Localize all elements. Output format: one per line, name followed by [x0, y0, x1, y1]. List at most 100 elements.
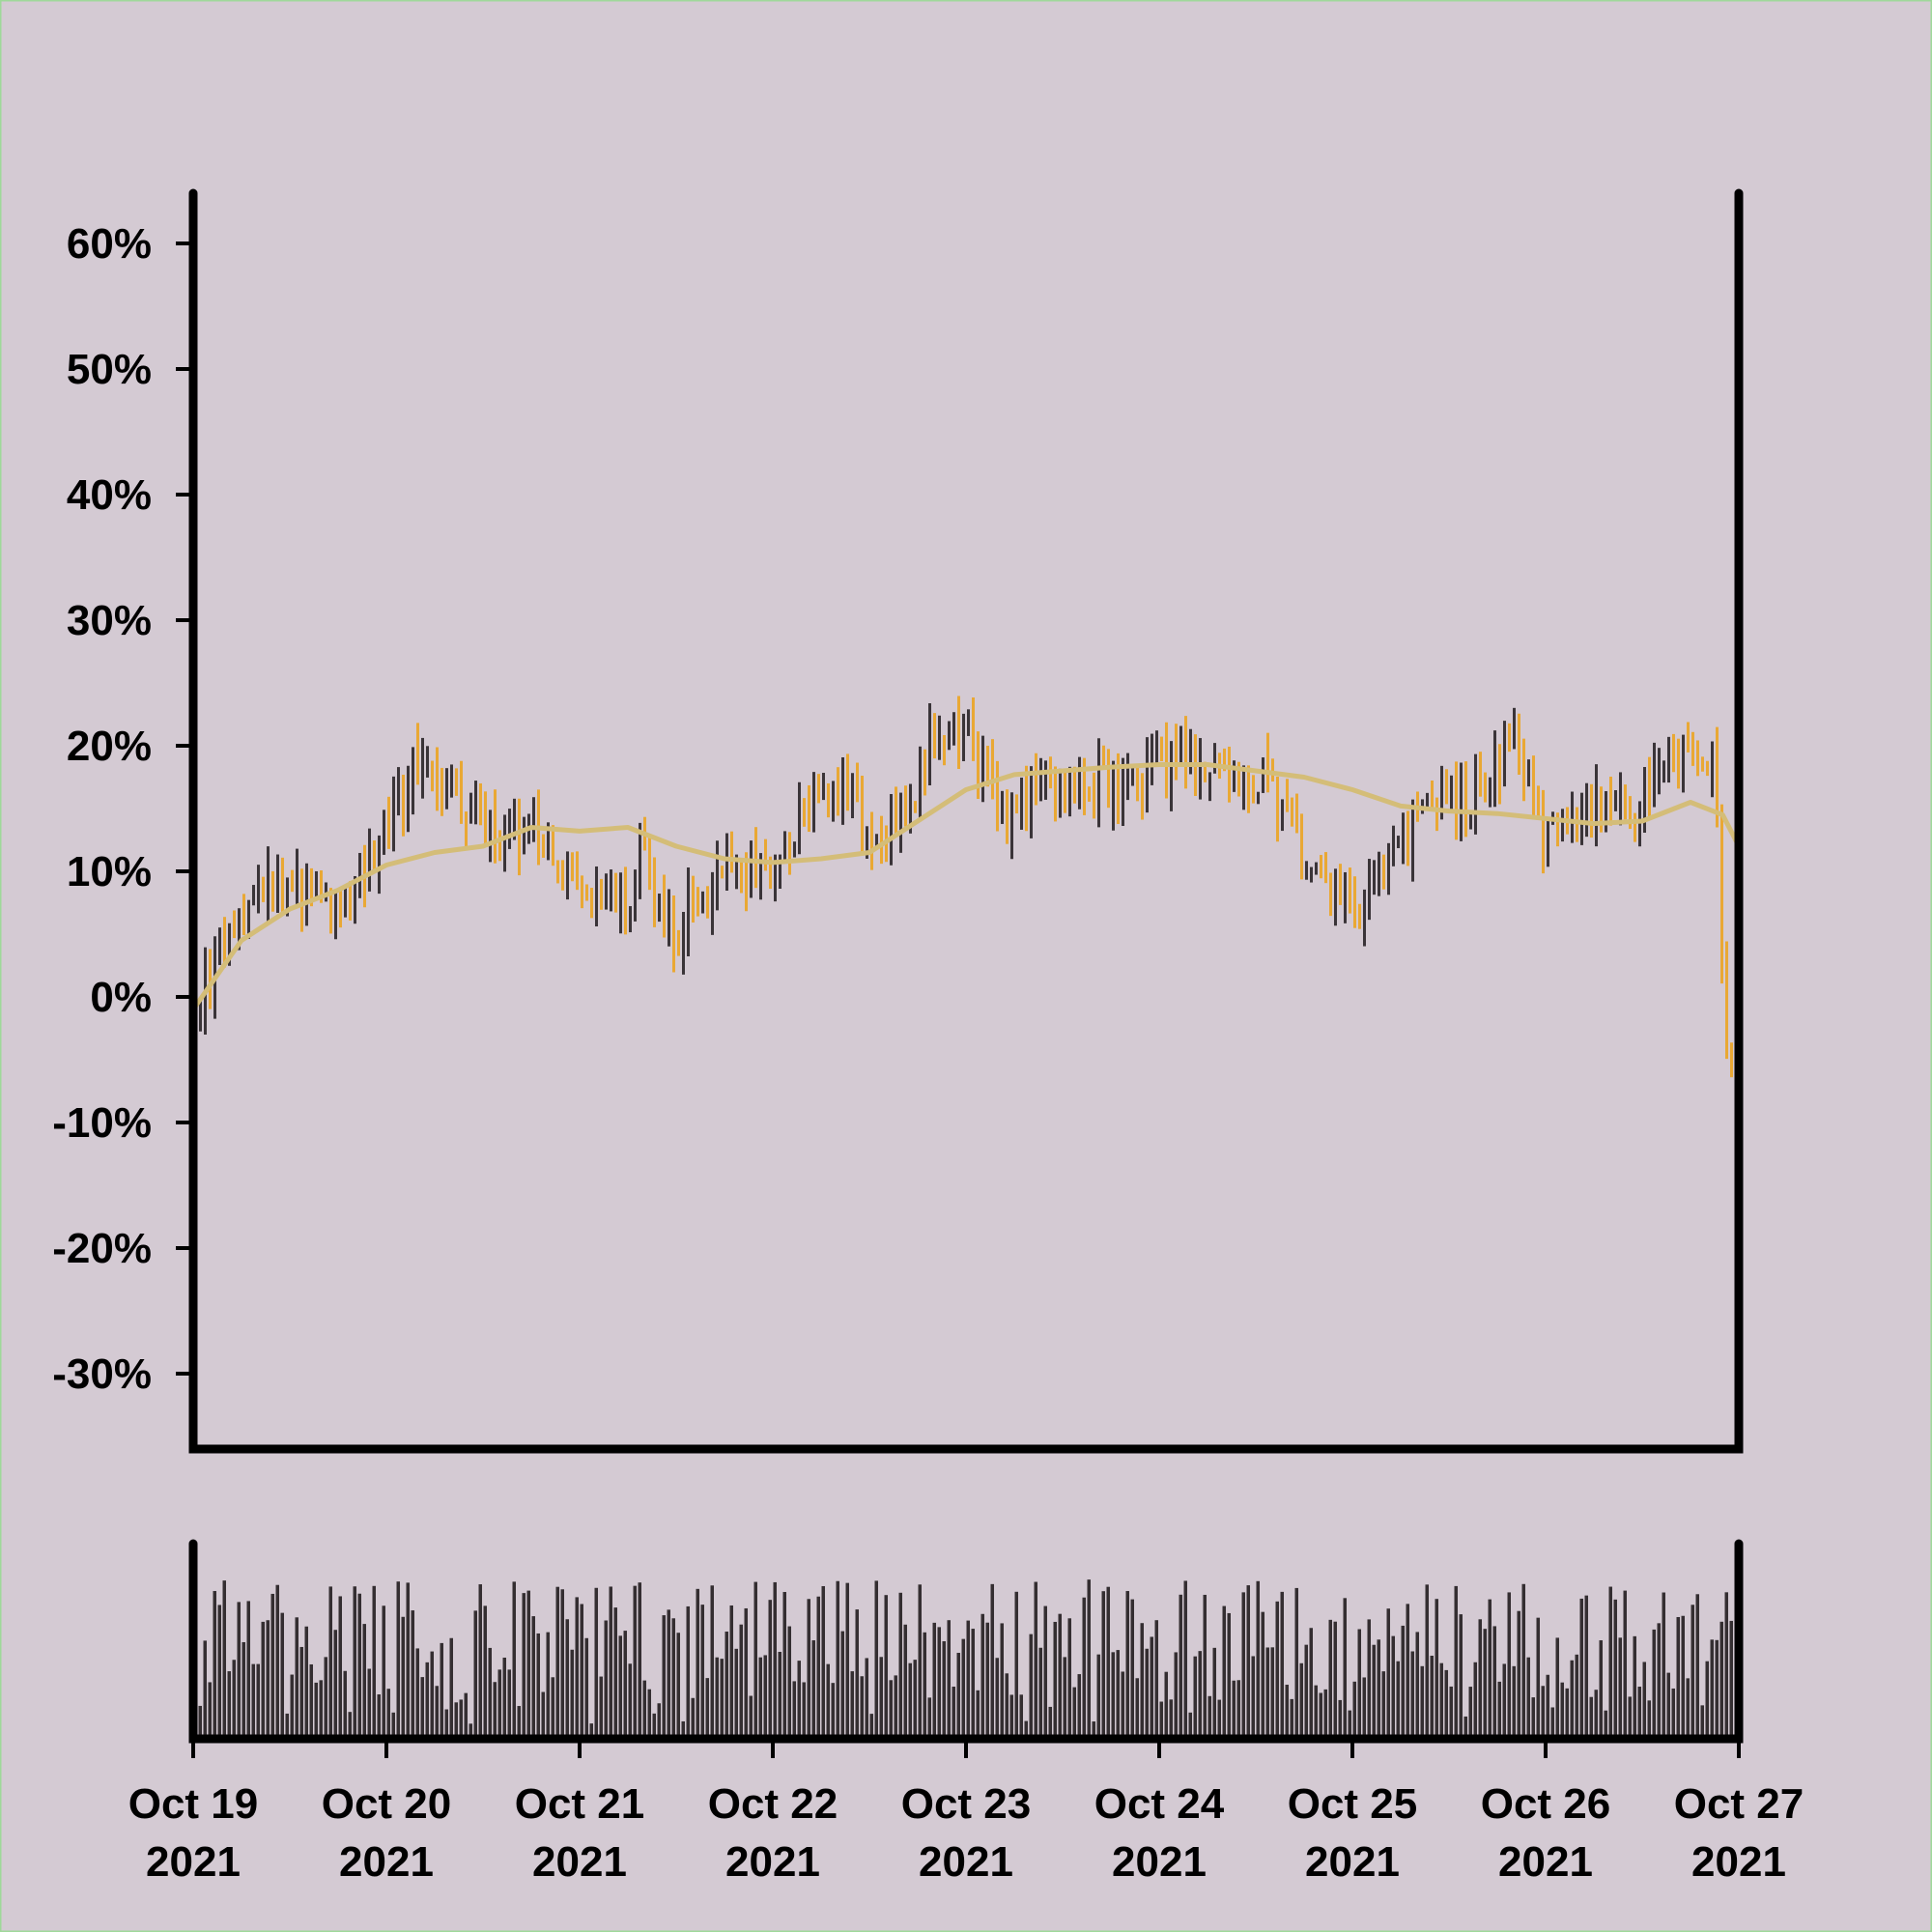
volume-bar [1053, 1621, 1057, 1739]
volume-bar [1348, 1710, 1351, 1739]
volume-bar [309, 1663, 313, 1739]
volume-bar [1536, 1617, 1540, 1739]
volume-bar [831, 1683, 835, 1739]
volume-bar [1048, 1706, 1052, 1739]
volume-bar [1140, 1623, 1144, 1739]
volume-bar [1468, 1687, 1472, 1739]
volume-bar [517, 1706, 521, 1739]
volume-bar [464, 1692, 468, 1739]
volume-bar [729, 1605, 733, 1739]
volume-bar [430, 1651, 434, 1739]
x-tick-label-date: Oct 20 [322, 1780, 452, 1828]
volume-bar [932, 1622, 936, 1739]
volume-bar [261, 1621, 265, 1739]
volume-bar [1444, 1669, 1448, 1739]
volume-bar [1352, 1681, 1356, 1739]
volume-bar [299, 1646, 303, 1739]
y-tick-label: 50% [67, 346, 152, 393]
volume-bar [1179, 1594, 1182, 1739]
volume-bar [1608, 1586, 1612, 1739]
volume-bar [203, 1640, 207, 1739]
volume-bar [763, 1655, 767, 1739]
volume-bar [720, 1659, 724, 1739]
y-tick-label: 60% [67, 220, 152, 268]
volume-bar [1488, 1599, 1492, 1739]
volume-bar [290, 1674, 294, 1739]
volume-bar [1401, 1625, 1405, 1739]
volume-bar [1236, 1680, 1240, 1739]
volume-bar [1478, 1619, 1482, 1739]
volume-bar [671, 1618, 675, 1739]
volume-bar [1256, 1580, 1260, 1739]
volume-bar [488, 1647, 492, 1739]
volume-bar [980, 1613, 984, 1739]
volume-bar [1183, 1580, 1187, 1739]
x-tick-label-year: 2021 [725, 1838, 820, 1886]
volume-bar [1618, 1637, 1622, 1739]
volume-bar [1299, 1662, 1303, 1739]
volume-bar [1377, 1639, 1380, 1739]
volume-bar [758, 1657, 762, 1739]
volume-bar [1550, 1707, 1554, 1739]
volume-bar [1449, 1686, 1453, 1739]
volume-bar [700, 1605, 704, 1739]
volume-bar [836, 1580, 839, 1739]
volume-bar [1357, 1629, 1361, 1739]
volume-bar [609, 1586, 612, 1739]
volume-bar [1251, 1656, 1255, 1739]
volume-bar [483, 1605, 487, 1739]
volume-bar [589, 1723, 593, 1739]
volume-bar [1150, 1636, 1153, 1739]
volume-bar [242, 1641, 245, 1739]
volume-bar [1323, 1689, 1327, 1739]
volume-bar [526, 1590, 530, 1739]
volume-bar [1082, 1597, 1086, 1739]
volume-bar [1381, 1671, 1385, 1739]
x-tick-label-date: Oct 26 [1481, 1780, 1611, 1828]
volume-bar [1521, 1583, 1525, 1739]
volume-bar [478, 1584, 482, 1739]
volume-bar [1227, 1612, 1231, 1739]
volume-bar [1265, 1647, 1269, 1739]
volume-bar [826, 1663, 830, 1739]
volume-bar [401, 1616, 405, 1739]
x-tick-label-year: 2021 [1498, 1838, 1593, 1886]
volume-bar [1719, 1621, 1723, 1739]
x-tick-label-date: Oct 23 [901, 1780, 1032, 1828]
volume-bar [947, 1620, 951, 1739]
volume-bar [676, 1633, 680, 1739]
volume-bar [391, 1712, 395, 1739]
volume-bar [1642, 1662, 1646, 1739]
volume-bar [778, 1651, 781, 1739]
x-tick-label-year: 2021 [919, 1838, 1013, 1886]
volume-bar [869, 1714, 873, 1739]
x-tick-label-date: Oct 22 [708, 1780, 838, 1828]
volume-bar [1526, 1657, 1530, 1739]
volume-bar [1164, 1671, 1168, 1739]
volume-bar [1005, 1673, 1009, 1739]
volume-bar [1034, 1581, 1037, 1739]
volume-bar [1473, 1662, 1477, 1739]
x-tick-label-date: Oct 24 [1094, 1780, 1225, 1828]
volume-bar [903, 1624, 907, 1739]
volume-bar [985, 1622, 989, 1739]
volume-bar [266, 1620, 270, 1739]
volume-bar [1700, 1705, 1704, 1739]
volume-bar [551, 1677, 554, 1739]
volume-bar [469, 1723, 472, 1739]
volume-bar [797, 1661, 801, 1739]
volume-bar [357, 1593, 361, 1739]
volume-bar [570, 1649, 574, 1739]
volume-bar [1531, 1697, 1535, 1739]
volume-bar [613, 1607, 617, 1739]
volume-bar [367, 1668, 371, 1739]
volume-bar [343, 1670, 347, 1739]
volume-bar [657, 1703, 661, 1739]
volume-bar [1116, 1650, 1120, 1739]
volume-bar [696, 1588, 699, 1739]
volume-bar [1676, 1616, 1680, 1739]
volume-axes-frame [188, 1539, 1744, 1744]
volume-bar [1067, 1618, 1071, 1739]
volume-bar [942, 1641, 946, 1739]
volume-bar [1589, 1696, 1593, 1739]
